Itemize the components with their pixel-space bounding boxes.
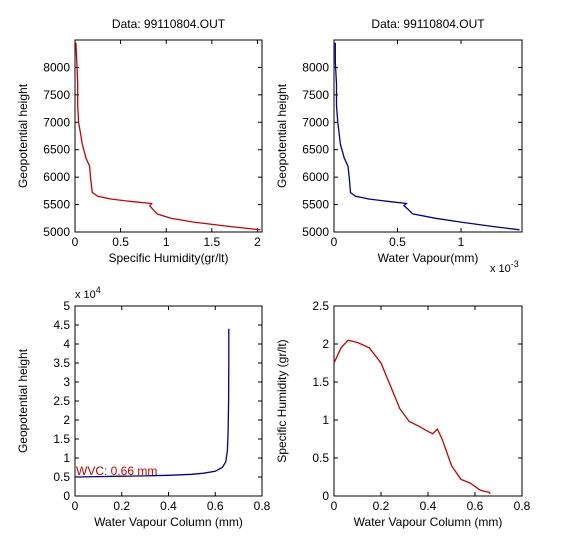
x-axis-label: Water Vapour Column (mm) [94, 515, 243, 529]
y-tick-label: 0 [63, 489, 70, 503]
y-tick-label: 2.5 [53, 394, 70, 408]
series-line-1 [74, 328, 230, 478]
subplot-4: 0 0.2 0.4 0.6 0.8 0 0.5 1 1.5 2 2.5 Water Vapour Co… [275, 299, 531, 529]
y-tick-label: 4 [63, 337, 70, 351]
exponent-power: -3 [511, 259, 519, 269]
y-tick-label: 3.5 [53, 356, 70, 370]
y-tick-label: 6500 [302, 143, 329, 157]
y-tick-label: 3 [63, 375, 70, 389]
y-tick-label: 1.5 [312, 375, 329, 389]
series-line-1 [75, 42, 261, 231]
x-tick-label: 0 [72, 499, 79, 513]
y-tick-label: 4.5 [53, 318, 70, 332]
axes-box [333, 305, 523, 497]
subplot-2: 0 0.5 1 5000 5500 6000 6500 7000 7500 8000 Data: 9… [275, 17, 523, 275]
x-tick-label: 0.8 [514, 499, 531, 513]
y-tick-label: 7000 [43, 115, 70, 129]
y-tick-label: 5 [63, 299, 70, 313]
y-tick-label: 5500 [43, 198, 70, 212]
x-axis-label: Specific Humidity(gr/lt) [108, 251, 228, 265]
y-tick-label: 2.5 [312, 299, 329, 313]
y-tick-label: 8000 [43, 60, 70, 74]
y-tick-label: 6500 [43, 143, 70, 157]
y-tick-label: 1.5 [53, 432, 70, 446]
wvc-annotation: WVC: 0.66 mm [76, 464, 157, 478]
x-tick-label: 0.4 [420, 499, 437, 513]
series-line-1 [333, 339, 491, 495]
subplot-1: 0 0.5 1 1.5 2 5000 5500 6000 6500 7000 7500 8000 Dat… [16, 17, 263, 265]
y-tick-label: 0.5 [312, 451, 329, 465]
x-tick-label: 0 [72, 235, 79, 249]
y-tick-label: 6000 [302, 170, 329, 184]
x-tick-label: 0.6 [207, 499, 224, 513]
y-tick-label: 2 [322, 337, 329, 351]
axes-box [74, 39, 263, 233]
x-tick-label: 1 [458, 235, 465, 249]
x-tick-label: 0.4 [160, 499, 177, 513]
y-tick-label: 7500 [43, 88, 70, 102]
y-tick-label: 7500 [302, 88, 329, 102]
y-axis-label: Geopotential height [16, 348, 30, 453]
x-tick-label: 2 [254, 235, 261, 249]
chart-title: Data: 99110804.OUT [112, 17, 226, 31]
x-tick-label: 0.8 [254, 499, 271, 513]
x-tick-label: 0 [331, 499, 338, 513]
y-axis-label: Geopotential height [275, 83, 289, 188]
x-tick-label: 0.6 [467, 499, 484, 513]
x-tick-label: 0.5 [389, 235, 406, 249]
y-tick-label: 5000 [302, 225, 329, 239]
x-tick-label: 1 [163, 235, 170, 249]
y-tick-label: 2 [63, 413, 70, 427]
exponent-power: 4 [96, 285, 101, 295]
y-tick-label: 0.5 [53, 470, 70, 484]
y-axis-label: Geopotential height [16, 83, 30, 188]
subplot-3: 0 0.2 0.4 0.6 0.8 0 0.5 1 1.5 2 2.5 3 3.5 4 4.5 5 Water … [16, 285, 271, 529]
x-axis-label: Water Vapour(mm) [378, 251, 479, 265]
chart-title: Data: 99110804.OUT [371, 17, 485, 31]
x-tick-label: 0.2 [113, 499, 130, 513]
x-tick-label: 0.5 [112, 235, 129, 249]
y-tick-label: 6000 [43, 170, 70, 184]
y-tick-label: 1 [63, 451, 70, 465]
x-axis-label: Water Vapour Column (mm) [354, 515, 503, 529]
y-tick-label: 5000 [43, 225, 70, 239]
x-tick-label: 1.5 [203, 235, 220, 249]
exponent-base: x 10 [75, 289, 96, 301]
x-tick-label: 0 [331, 235, 338, 249]
y-tick-label: 8000 [302, 60, 329, 74]
series-line-1 [334, 42, 520, 231]
y-tick-label: 0 [322, 489, 329, 503]
axes-box [333, 39, 523, 233]
y-tick-label: 5500 [302, 198, 329, 212]
y-tick-label: 1 [322, 413, 329, 427]
y-tick-label: 7000 [302, 115, 329, 129]
exponent-multiplier: x 10-3 [490, 259, 519, 275]
y-axis-label: Specific Humidity (gr/lt) [275, 339, 289, 462]
x-tick-label: 0.2 [373, 499, 390, 513]
exponent-multiplier: x 104 [75, 285, 101, 301]
exponent-base: x 10 [490, 263, 511, 275]
